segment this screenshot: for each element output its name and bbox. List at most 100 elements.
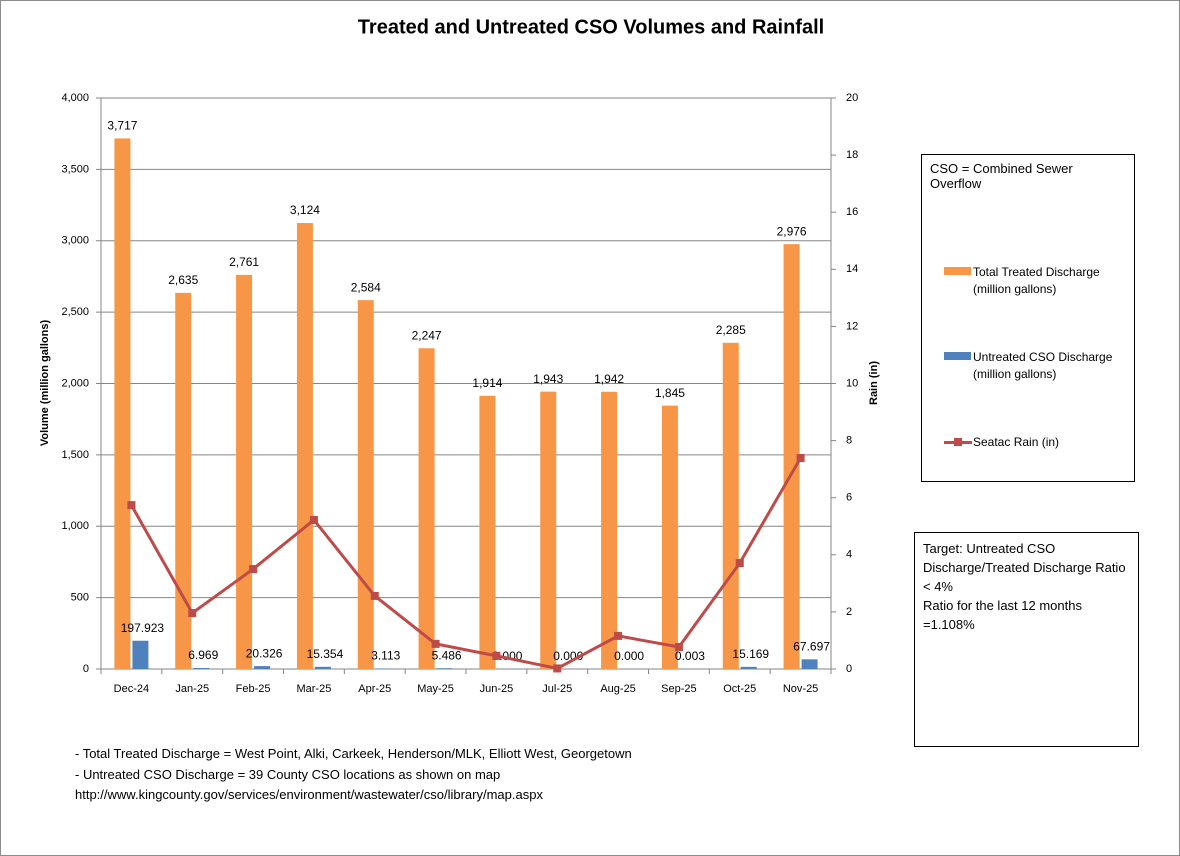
x-tick-label: Aug-25 — [600, 683, 635, 695]
marker — [188, 609, 197, 618]
x-tick-label: Mar-25 — [296, 683, 331, 695]
y-axis-title: Volume (million gallons) — [39, 320, 51, 447]
bar — [740, 666, 757, 669]
data-label: 1,942 — [594, 372, 624, 386]
y2-tick-label: 16 — [846, 206, 858, 218]
marker — [735, 559, 744, 568]
legend-label: Seatac Rain (in) — [973, 435, 1060, 449]
data-label: 20.326 — [246, 646, 283, 660]
target-note: Target: Untreated CSO Discharge/Treated … — [923, 541, 1126, 594]
y-tick-label: 1,000 — [61, 520, 89, 532]
y-tick-label: 2,000 — [61, 377, 89, 389]
data-label: 3,124 — [290, 203, 320, 217]
marker — [249, 565, 258, 574]
bar — [193, 668, 210, 669]
data-label: 0.000 — [614, 649, 644, 663]
x-tick-label: Jun-25 — [480, 683, 514, 695]
data-label: 197.923 — [121, 621, 165, 635]
marker — [492, 651, 501, 660]
x-tick-label: Feb-25 — [236, 683, 271, 695]
target-box: Target: Untreated CSO Discharge/Treated … — [914, 532, 1139, 747]
data-label: 3,717 — [107, 119, 137, 133]
legend: CSO = Combined Sewer Overflow — [921, 154, 1135, 482]
x-tick-label: Jul-25 — [542, 683, 572, 695]
bar — [722, 342, 739, 669]
footnote: - Total Treated Discharge = West Point, … — [75, 746, 632, 761]
data-label: 2,285 — [716, 323, 746, 337]
marker — [796, 454, 805, 463]
bar — [175, 292, 192, 669]
marker — [127, 501, 136, 510]
y2-tick-label: 6 — [846, 492, 852, 504]
y-tick-label: 0 — [83, 663, 89, 675]
x-tick-label: Oct-25 — [723, 683, 756, 695]
bar — [132, 640, 149, 669]
target-note: Ratio for the last 12 months =1.108% — [923, 598, 1082, 632]
bar — [254, 666, 271, 669]
legend-swatch — [944, 352, 971, 360]
data-label: 15.354 — [307, 647, 344, 661]
bar — [436, 668, 453, 669]
y2-tick-label: 4 — [846, 549, 852, 561]
x-tick-label: May-25 — [417, 683, 454, 695]
x-tick-label: Nov-25 — [783, 683, 818, 695]
legend-swatch — [944, 267, 971, 275]
data-label: 2,247 — [412, 328, 442, 342]
bar — [540, 391, 557, 669]
marker — [431, 639, 440, 648]
bar — [661, 405, 678, 669]
data-label: 6.969 — [188, 648, 218, 662]
y2-tick-label: 0 — [846, 663, 852, 675]
marker — [614, 631, 623, 640]
x-tick-label: Sep-25 — [661, 683, 696, 695]
line — [130, 457, 802, 671]
bar — [418, 348, 435, 669]
marker — [309, 515, 318, 524]
bar — [357, 300, 374, 669]
legend-label: Untreated CSO Discharge (million gallons… — [973, 350, 1113, 381]
y-tick-label: 3,000 — [61, 235, 89, 247]
marker — [370, 591, 379, 600]
y-tick-label: 500 — [71, 592, 89, 604]
y2-tick-label: 14 — [846, 263, 858, 275]
y2-tick-label: 8 — [846, 435, 852, 447]
data-label: 2,584 — [351, 280, 381, 294]
data-label: 2,635 — [168, 273, 198, 287]
legend-label: Total Treated Discharge (million gallons… — [973, 265, 1100, 296]
data-label: 67.697 — [793, 640, 830, 654]
chart-title: Treated and Untreated CSO Volumes and Ra… — [358, 16, 824, 38]
data-label: 15.169 — [732, 647, 769, 661]
bar — [801, 659, 818, 669]
legend-note: CSO = Combined Sewer Overflow — [930, 161, 1073, 191]
bar — [601, 391, 618, 669]
y2-axis-title: Rain (in) — [868, 361, 880, 405]
y2-tick-label: 18 — [846, 149, 858, 161]
y2-tick-label: 2 — [846, 606, 852, 618]
data-label: 1,845 — [655, 386, 685, 400]
bar — [296, 223, 313, 669]
legend-marker — [954, 438, 962, 446]
y-tick-label: 4,000 — [61, 92, 89, 104]
x-tick-label: Apr-25 — [358, 683, 391, 695]
y2-tick-label: 20 — [846, 92, 858, 104]
data-label: 1,943 — [533, 372, 563, 386]
bar — [114, 138, 131, 669]
data-label: 3.113 — [371, 649, 400, 663]
footnote: - Untreated CSO Discharge = 39 County CS… — [75, 767, 501, 782]
bar — [236, 274, 253, 669]
data-label: 2,761 — [229, 255, 259, 269]
y-tick-label: 1,500 — [61, 449, 89, 461]
bar — [314, 666, 331, 669]
bar — [479, 395, 496, 669]
marker — [674, 643, 683, 652]
x-tick-label: Dec-24 — [114, 683, 149, 695]
y-tick-label: 2,500 — [61, 306, 89, 318]
x-tick-label: Jan-25 — [175, 683, 209, 695]
data-label: 2,976 — [777, 224, 807, 238]
y2-tick-label: 12 — [846, 320, 858, 332]
bar — [783, 244, 800, 669]
marker — [553, 664, 562, 673]
y2-tick-label: 10 — [846, 377, 858, 389]
